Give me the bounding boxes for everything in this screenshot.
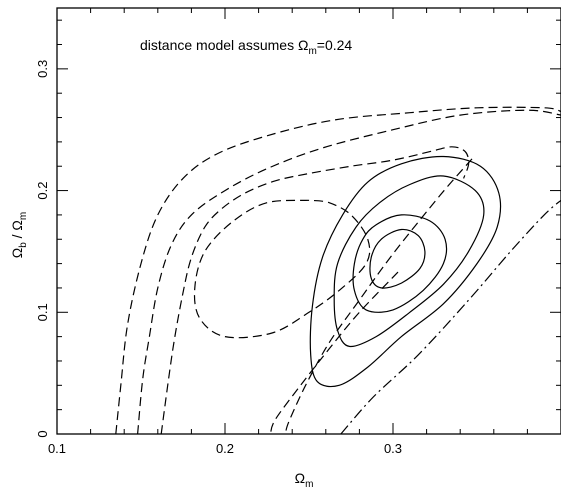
tick-labels: 0.1 0.2 0.3 0 0.1 0.2 0.3 — [35, 60, 402, 456]
y-axis-label-separator: / — [9, 231, 25, 243]
model-annotation: distance model assumes Ωm=0.24 — [140, 37, 352, 57]
y-axis-label-denominator: Ω — [9, 220, 25, 230]
y-axis-label-numerator-subscript: b — [18, 242, 29, 248]
x-tick-label: 0.1 — [48, 441, 66, 456]
x-axis-label-symbol: Ω — [295, 470, 305, 486]
contour-dashed-5 — [269, 271, 399, 435]
y-tick-label: 0.2 — [35, 182, 50, 200]
plot-frame — [56, 7, 561, 435]
y-tick-label: 0 — [35, 430, 50, 437]
contour-solid-1 — [369, 228, 426, 289]
contour-solid-4 — [309, 155, 502, 388]
x-tick-label: 0.3 — [384, 441, 402, 456]
axis-ticks — [56, 8, 561, 435]
annotation-suffix: =0.24 — [317, 37, 353, 53]
annotation-subscript: m — [308, 46, 316, 57]
contour-dashed-10 — [115, 106, 561, 435]
contour-solid-3 — [333, 175, 485, 348]
y-axis-label: Ωb / Ωm — [9, 212, 29, 259]
contour-solid-2 — [352, 214, 448, 313]
contour-dashed-8 — [160, 146, 470, 435]
contour-dashed-7 — [193, 199, 371, 339]
contour-dashed-9 — [137, 109, 561, 435]
y-tick-label: 0.3 — [35, 60, 50, 78]
x-axis-label-subscript: m — [305, 479, 313, 490]
contour-dashed-6 — [284, 158, 473, 435]
contour-dashdot-11 — [340, 199, 561, 435]
x-tick-label: 0.2 — [216, 441, 234, 456]
annotation-prefix: distance model assumes Ω — [140, 37, 308, 53]
y-axis-label-numerator: Ω — [9, 248, 25, 258]
contour-curves — [115, 106, 561, 435]
y-tick-label: 0.1 — [35, 303, 50, 321]
y-axis-label-denominator-subscript: m — [18, 212, 29, 220]
x-axis-label: Ωm — [295, 470, 314, 490]
